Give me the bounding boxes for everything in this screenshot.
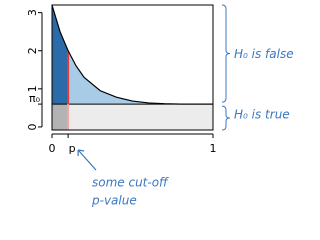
brace-true bbox=[221, 105, 231, 131]
x-tick-label: p bbox=[69, 142, 76, 155]
null-region-left bbox=[52, 104, 69, 130]
annotation: H₀ is true bbox=[234, 108, 290, 122]
alt-region-right bbox=[68, 50, 213, 105]
alt-region-left bbox=[52, 5, 69, 105]
null-region-right bbox=[68, 104, 213, 130]
y-tick-label: π₀ bbox=[29, 92, 41, 105]
y-tick-label: 2 bbox=[26, 47, 39, 54]
note-arrow bbox=[77, 149, 97, 171]
plot-frame bbox=[51, 4, 214, 131]
cutoff-note: some cut-off bbox=[92, 176, 169, 190]
y-tick-label: 3 bbox=[26, 9, 39, 16]
y-tick-label: 0 bbox=[26, 123, 39, 130]
x-tick-label: 1 bbox=[210, 142, 217, 155]
brace-false bbox=[221, 4, 231, 103]
annotation: H₀ is false bbox=[234, 47, 294, 61]
y-tick-label: 1 bbox=[26, 85, 39, 92]
x-tick-label: 0 bbox=[49, 142, 56, 155]
cutoff-note: p-value bbox=[91, 194, 137, 208]
density-curve bbox=[51, 4, 213, 105]
